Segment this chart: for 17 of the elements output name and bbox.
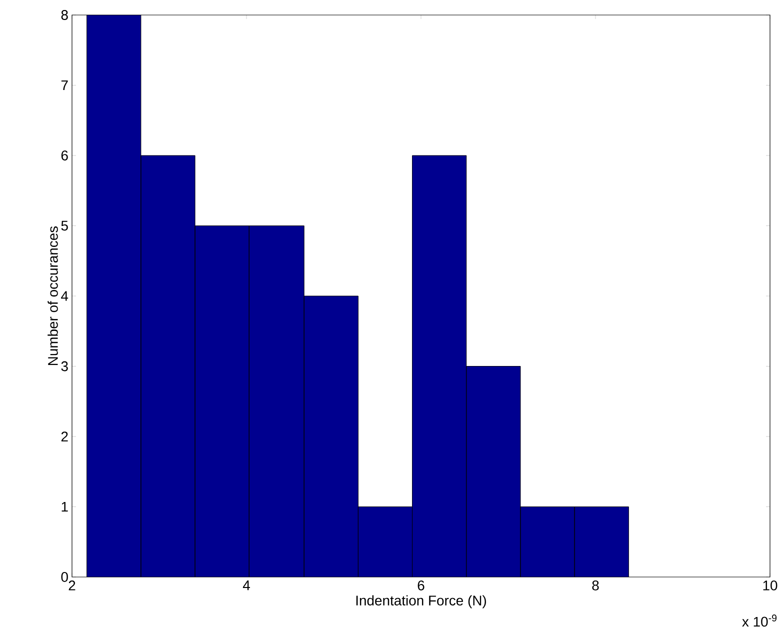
x-axis-title: Indentation Force (N) bbox=[356, 595, 486, 608]
y-tick-label: 5 bbox=[61, 220, 68, 231]
x-tick-label: 10 bbox=[763, 580, 778, 590]
y-tick-label: 2 bbox=[61, 432, 68, 442]
y-tick-label: 3 bbox=[61, 361, 68, 372]
x-tick-label: 2 bbox=[68, 580, 76, 590]
y-axis-title: Number of occurances bbox=[48, 226, 58, 366]
x-tick-label: 6 bbox=[418, 580, 424, 590]
x-tick-label: 4 bbox=[242, 580, 250, 590]
y-tick-label: 1 bbox=[62, 502, 68, 512]
y-tick-label: 7 bbox=[61, 80, 68, 90]
text: x 10$^{-9}$ bbox=[742, 614, 777, 627]
y-tick-label: 4 bbox=[61, 291, 68, 301]
x-tick-label: 8 bbox=[592, 580, 599, 590]
y-tick-label: 6 bbox=[61, 150, 68, 160]
y-tick-label: 0 bbox=[61, 572, 68, 582]
y-tick-label: 8 bbox=[61, 10, 68, 20]
